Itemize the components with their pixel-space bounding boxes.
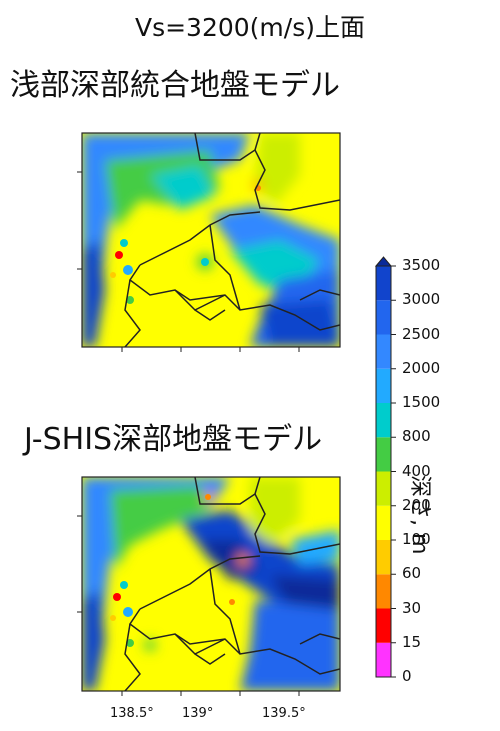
colorbar-swatch (376, 608, 391, 643)
map-title-integrated-model: 浅部深部統合地盤モデル (10, 68, 340, 103)
map-title-jshis-model: J-SHIS深部地盤モデル (24, 422, 323, 457)
prefecture-boundaries (124, 477, 340, 691)
colorbar-swatch (376, 403, 391, 438)
colorbar-level-label: 800 (402, 427, 431, 446)
prefecture-boundaries (124, 133, 340, 347)
colorbar-level-label: 30 (402, 598, 422, 617)
colorbar-level-label: 200 (402, 495, 431, 514)
x-tick-label: 138.5° (110, 706, 154, 721)
colorbar-level-label: 400 (402, 461, 431, 480)
x-tick-label: 139° (182, 706, 214, 721)
colorbar-swatch (376, 300, 391, 335)
colorbar-swatch (376, 540, 391, 575)
colorbar-swatch (376, 574, 391, 609)
colorbar-level-label: 100 (402, 530, 431, 548)
colorbar-level-label: 1500 (402, 393, 441, 411)
x-tick-label: 139.5° (262, 706, 306, 721)
colorbar-swatch (376, 642, 391, 677)
colorbar-level-label: 15 (402, 632, 422, 651)
colorbar-level-label: 60 (402, 564, 422, 583)
colorbar-level-label: 0 (402, 667, 412, 685)
depth-map-jshis (77, 476, 341, 696)
colorbar-swatch (376, 368, 391, 403)
colorbar-overflow-arrow (374, 256, 393, 267)
depth-map-integrated (77, 132, 341, 352)
colorbar-swatch (376, 334, 391, 369)
colorbar-level-label: 2000 (402, 358, 441, 377)
colorbar (374, 256, 396, 678)
colorbar-level-label: 3500 (402, 256, 441, 274)
colorbar-level-label: 2500 (402, 324, 441, 343)
colorbar-swatch (376, 437, 391, 472)
colorbar-swatch (376, 505, 391, 540)
colorbar-swatch (376, 471, 391, 506)
figure-title: Vs=3200(m/s)上面 (134, 13, 365, 42)
colorbar-title: 深さ, m (407, 475, 432, 555)
colorbar-swatch (376, 266, 391, 301)
colorbar-level-label: 3000 (402, 290, 441, 309)
